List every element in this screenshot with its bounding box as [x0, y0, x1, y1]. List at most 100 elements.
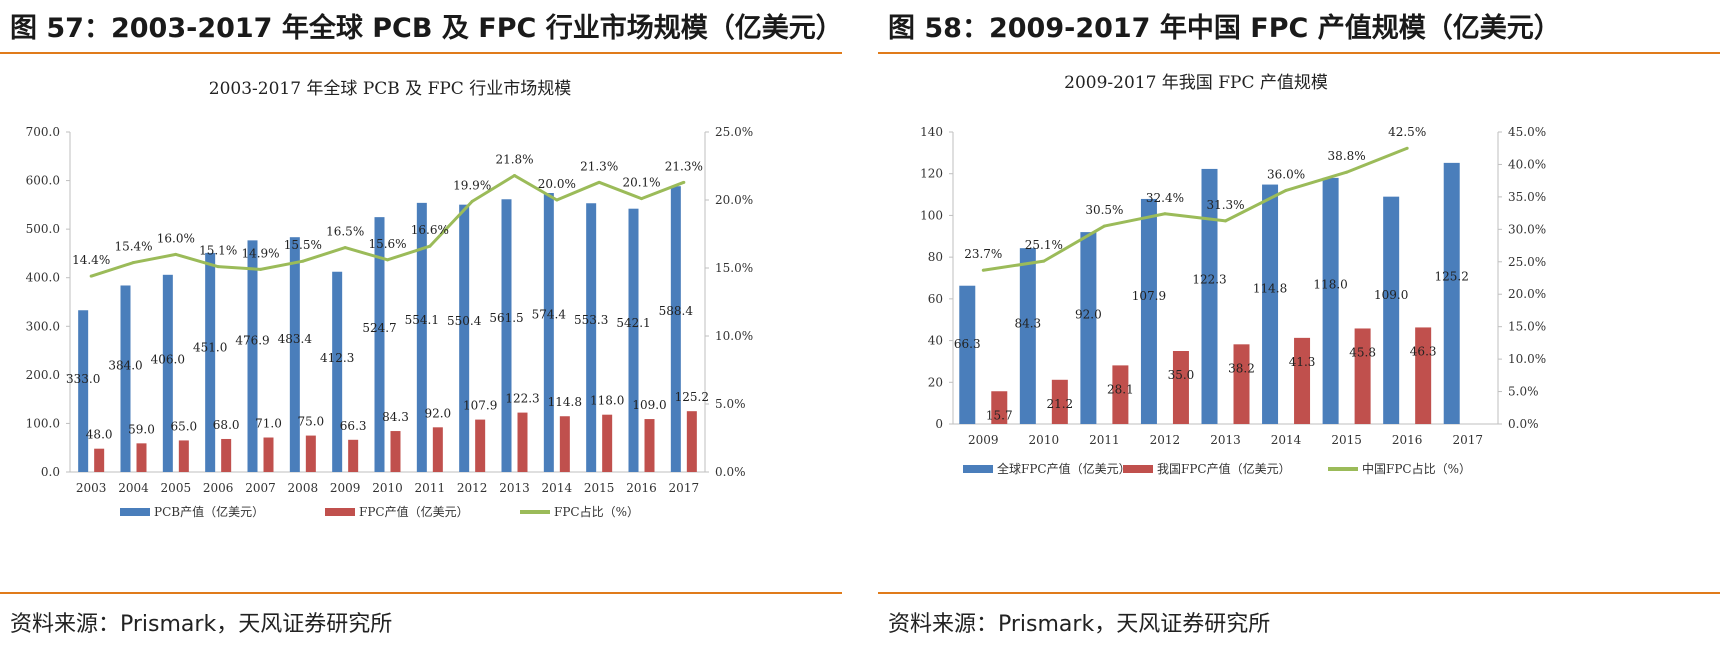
bar-series2-2009: [348, 439, 359, 472]
data-label: 15.7: [986, 408, 1013, 422]
x-tick-label: 2016: [1392, 433, 1423, 447]
bar-series1-2003: [78, 310, 89, 472]
y2-tick-label: 10.0%: [715, 329, 753, 343]
x-tick-label: 2017: [1452, 433, 1483, 447]
data-label: 483.4: [278, 332, 313, 346]
line-point-2016: [640, 197, 643, 201]
bar-series1-2004: [120, 285, 131, 472]
y-tick-label: 20: [928, 375, 943, 389]
data-label: 574.4: [532, 308, 567, 322]
line-point-2009: [343, 246, 347, 250]
source-note: 资料来源：Prismark，天风证券研究所: [888, 612, 1271, 637]
x-tick-label: 2012: [457, 481, 488, 495]
x-tick-label: 2014: [542, 481, 573, 495]
data-label: 48.0: [86, 428, 113, 442]
line-point-2014: [555, 198, 559, 202]
y2-tick-label: 5.0%: [1508, 385, 1539, 399]
data-label: 125.2: [675, 390, 709, 404]
line-data-label: 21.3%: [580, 159, 618, 173]
line-data-label: 20.1%: [622, 176, 660, 190]
y-tick-label: 0: [935, 417, 943, 431]
line-data-label: 15.5%: [284, 238, 322, 252]
y2-tick-label: 35.0%: [1508, 190, 1546, 204]
line-data-label: 42.5%: [1388, 125, 1426, 139]
line-point-2017: [682, 180, 686, 184]
x-tick-label: 2014: [1271, 433, 1302, 447]
legend-swatch: [325, 508, 355, 516]
line-data-label: 20.0%: [538, 177, 576, 191]
x-tick-label: 2016: [626, 481, 657, 495]
y-tick-label: 100: [920, 208, 943, 222]
x-tick-label: 2017: [669, 481, 700, 495]
legend-swatch: [1123, 465, 1153, 473]
data-label: 66.3: [340, 419, 367, 433]
legend-label: PCB产值（亿美元）: [154, 504, 264, 519]
line-point-2010: [386, 258, 389, 262]
y-tick-label: 300.0: [26, 319, 60, 333]
header-rule: [878, 52, 1720, 54]
data-label: 553.3: [574, 313, 608, 327]
bar-series2-2008: [305, 435, 316, 472]
data-label: 524.7: [362, 321, 396, 335]
bar-series1-2016: [628, 208, 639, 473]
legend-label: 全球FPC产值（亿美元）: [997, 461, 1131, 476]
line-data-label: 31.3%: [1206, 198, 1244, 212]
line-data-label: 14.9%: [241, 246, 279, 260]
y2-tick-label: 40.0%: [1508, 157, 1546, 171]
bar-series2-2011: [1112, 365, 1129, 424]
source-note: 资料来源：Prismark，天风证券研究所: [10, 612, 393, 637]
line-point-2011: [428, 244, 432, 248]
line-data-label: 32.4%: [1146, 191, 1184, 205]
x-tick-label: 2005: [161, 481, 192, 495]
x-tick-label: 2009: [968, 433, 999, 447]
line-data-label: 15.1%: [199, 244, 237, 258]
y-tick-label: 0.0: [41, 465, 60, 479]
line-point-2010: [1042, 259, 1046, 263]
line-data-label: 21.3%: [665, 159, 703, 173]
bar-series1-2006: [205, 252, 216, 472]
y2-tick-label: 45.0%: [1508, 125, 1546, 139]
bar-series2-2012: [475, 419, 486, 472]
y2-tick-label: 25.0%: [715, 125, 753, 139]
line-point-2011: [1102, 224, 1106, 228]
x-tick-label: 2011: [1089, 433, 1120, 447]
bar-series2-2009: [991, 391, 1008, 424]
bar-series1-2011: [416, 202, 427, 472]
line-point-2005: [174, 252, 178, 256]
chart-title: 2009-2017 年我国 FPC 产值规模: [1064, 73, 1328, 93]
line-data-label: 38.8%: [1328, 149, 1366, 163]
line-point-2013: [1224, 219, 1227, 223]
bar-series1-2012: [1140, 198, 1157, 424]
data-label: 125.2: [1435, 269, 1469, 283]
y-tick-label: 200.0: [26, 368, 60, 382]
bar-series1-2010: [374, 217, 385, 472]
data-label: 107.9: [463, 399, 497, 413]
bar-series2-2010: [1051, 379, 1068, 424]
data-label: 38.2: [1228, 361, 1255, 375]
bar-series1-2013: [501, 199, 512, 472]
footer-rule: [0, 592, 842, 594]
data-label: 21.2: [1046, 397, 1073, 411]
line-point-2004: [132, 261, 135, 265]
bar-series2-2005: [178, 440, 189, 472]
y2-tick-label: 0.0%: [715, 465, 746, 479]
data-label: 406.0: [151, 353, 185, 367]
line-point-2012: [470, 199, 474, 203]
bar-series1-2008: [289, 237, 300, 472]
line-point-2008: [301, 259, 305, 263]
bar-series2-2013: [1233, 344, 1250, 424]
bar-series2-2003: [94, 448, 105, 472]
line-data-label: 23.7%: [964, 247, 1002, 261]
y-tick-label: 120: [920, 167, 943, 181]
y2-tick-label: 0.0%: [1508, 417, 1539, 431]
data-label: 542.1: [616, 316, 650, 330]
data-label: 109.0: [632, 398, 666, 412]
data-label: 561.5: [489, 311, 523, 325]
bar-series1-2009: [959, 285, 976, 424]
data-label: 122.3: [1192, 273, 1226, 287]
x-tick-label: 2003: [76, 481, 107, 495]
y-tick-label: 60: [928, 292, 943, 306]
x-tick-label: 2013: [499, 481, 530, 495]
pcb-fpc-market-chart: 2003-2017 年全球 PCB 及 FPC 行业市场规模 0.0 100.0 20…: [26, 79, 753, 519]
y-tick-label: 500.0: [26, 222, 60, 236]
